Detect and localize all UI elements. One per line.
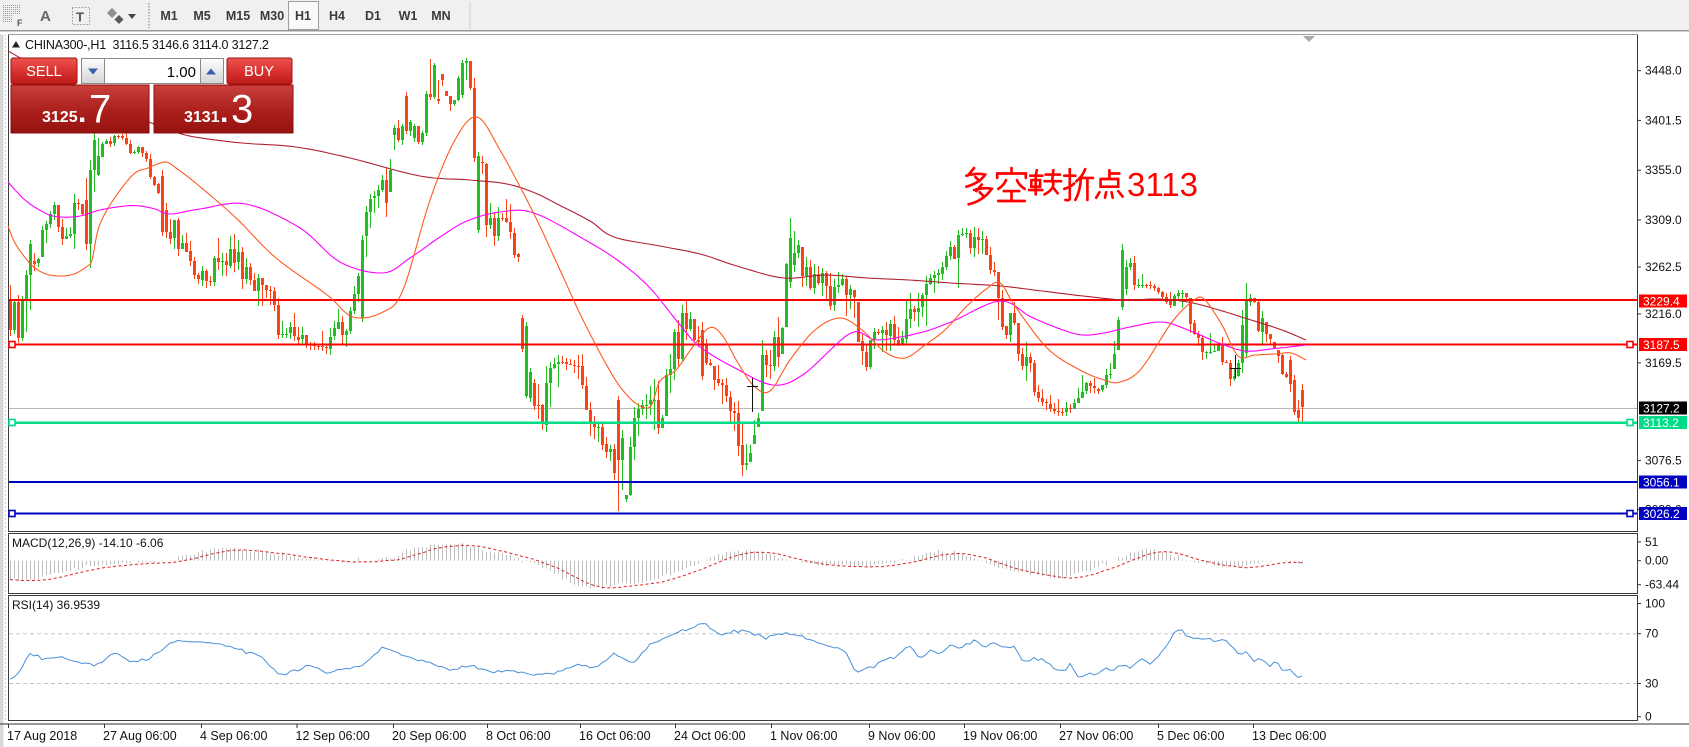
svg-text:BUY: BUY — [244, 64, 274, 80]
svg-text:24 Oct 06:00: 24 Oct 06:00 — [674, 729, 746, 743]
svg-text:M5: M5 — [193, 9, 210, 23]
svg-text:MN: MN — [431, 9, 450, 23]
svg-text:CHINA300-,H1 3116.5 3146.6 31: CHINA300-,H1 3116.5 3146.6 3114.0 3127.2 — [25, 38, 269, 52]
svg-text:16 Oct 06:00: 16 Oct 06:00 — [579, 729, 651, 743]
svg-text:D1: D1 — [365, 9, 381, 23]
svg-text:3401.5: 3401.5 — [1645, 113, 1682, 127]
svg-text:-63.44: -63.44 — [1645, 578, 1679, 592]
svg-text:30: 30 — [1645, 677, 1659, 691]
svg-text:3125: 3125 — [42, 109, 78, 126]
svg-text:RSI(14) 36.9539: RSI(14) 36.9539 — [12, 598, 100, 612]
svg-text:M15: M15 — [226, 9, 250, 23]
svg-text:19 Nov 06:00: 19 Nov 06:00 — [963, 729, 1037, 743]
svg-text:3229.4: 3229.4 — [1643, 295, 1680, 309]
svg-text:12 Sep 06:00: 12 Sep 06:00 — [296, 729, 370, 743]
svg-text:70: 70 — [1645, 627, 1659, 641]
svg-text:3: 3 — [231, 88, 253, 132]
svg-text:A: A — [40, 8, 51, 25]
svg-text:3026.2: 3026.2 — [1643, 507, 1680, 521]
svg-text:3169.5: 3169.5 — [1645, 356, 1682, 370]
svg-text:3448.0: 3448.0 — [1645, 64, 1682, 78]
svg-text:3131: 3131 — [184, 109, 220, 126]
svg-text:3355.0: 3355.0 — [1645, 163, 1682, 177]
svg-text:3076.5: 3076.5 — [1645, 454, 1682, 468]
svg-text:H4: H4 — [329, 9, 345, 23]
svg-text:7: 7 — [89, 88, 111, 132]
svg-text:27 Nov 06:00: 27 Nov 06:00 — [1059, 729, 1133, 743]
svg-text:3113.2: 3113.2 — [1643, 416, 1679, 430]
svg-text:1 Nov 06:00: 1 Nov 06:00 — [770, 729, 837, 743]
svg-text:MACD(12,26,9) -14.10 -6.06: MACD(12,26,9) -14.10 -6.06 — [12, 536, 164, 550]
svg-text:100: 100 — [1645, 597, 1665, 611]
svg-text:4 Sep 06:00: 4 Sep 06:00 — [200, 729, 267, 743]
svg-text:0: 0 — [1645, 710, 1652, 724]
svg-text:1.00: 1.00 — [167, 64, 196, 81]
svg-text:3309.0: 3309.0 — [1645, 213, 1682, 227]
svg-text:.: . — [78, 96, 86, 129]
svg-text:9 Nov 06:00: 9 Nov 06:00 — [868, 729, 935, 743]
svg-text:5 Dec 06:00: 5 Dec 06:00 — [1157, 729, 1224, 743]
svg-text:3216.0: 3216.0 — [1645, 307, 1682, 321]
svg-text:H1: H1 — [295, 9, 311, 23]
svg-text:17 Aug 2018: 17 Aug 2018 — [7, 729, 77, 743]
svg-text:W1: W1 — [399, 9, 418, 23]
svg-text:3127.2: 3127.2 — [1643, 402, 1680, 416]
svg-text:3056.1: 3056.1 — [1643, 476, 1680, 490]
svg-text:27 Aug 06:00: 27 Aug 06:00 — [103, 729, 177, 743]
svg-text:SELL: SELL — [26, 64, 61, 80]
svg-text:3113: 3113 — [1127, 166, 1198, 203]
svg-text:3262.5: 3262.5 — [1645, 260, 1682, 274]
svg-text:13 Dec 06:00: 13 Dec 06:00 — [1252, 729, 1326, 743]
svg-text:0.00: 0.00 — [1645, 554, 1669, 568]
svg-text:.: . — [220, 96, 228, 129]
svg-text:F: F — [17, 18, 23, 28]
svg-text:51: 51 — [1645, 535, 1659, 549]
svg-text:M1: M1 — [160, 9, 177, 23]
svg-text:20 Sep 06:00: 20 Sep 06:00 — [392, 729, 466, 743]
svg-text:T: T — [76, 10, 84, 25]
svg-text:3187.5: 3187.5 — [1643, 338, 1680, 352]
svg-text:M30: M30 — [260, 9, 284, 23]
svg-text:8 Oct 06:00: 8 Oct 06:00 — [486, 729, 551, 743]
